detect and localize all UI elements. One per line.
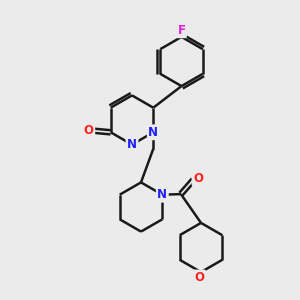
Text: N: N [127, 138, 137, 151]
Text: N: N [157, 188, 167, 201]
Text: O: O [84, 124, 94, 137]
Text: F: F [178, 24, 185, 37]
Text: O: O [193, 172, 203, 185]
Text: O: O [194, 271, 205, 284]
Text: N: N [148, 126, 158, 139]
